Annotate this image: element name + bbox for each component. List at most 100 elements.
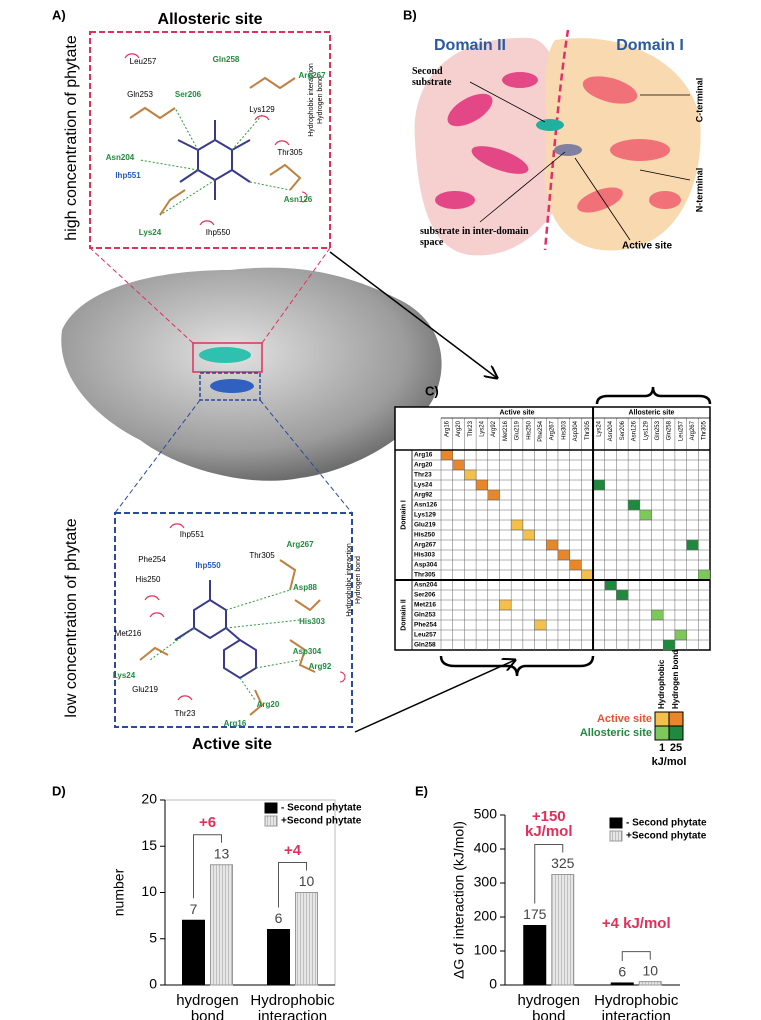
residue-label: Arg92 [309, 662, 332, 671]
bar [210, 864, 233, 986]
interaction-cell [651, 609, 664, 621]
legend-swatch [668, 711, 684, 727]
interaction-cell [604, 579, 617, 591]
interaction-cell [475, 479, 489, 491]
value-label: 10 [299, 873, 315, 889]
panel-label: C) [425, 383, 439, 398]
bracket [534, 844, 564, 904]
y-tick-label: 500 [474, 806, 498, 822]
legend-kind: Hydrophobic [657, 659, 666, 709]
legend-swatch [609, 830, 623, 842]
site-header: Active site [500, 409, 535, 416]
domain-divider [543, 29, 570, 251]
column-label: Arg267 [690, 420, 696, 440]
value-label: 6 [275, 910, 283, 926]
structure-label: N-terminal [694, 168, 704, 213]
residue-chains-upper [129, 76, 302, 216]
interaction-cell [616, 589, 629, 601]
brace [439, 655, 595, 677]
residue-label: Asp88 [293, 583, 318, 592]
legend-site: Allosteric site [580, 727, 652, 739]
value-label: 325 [551, 855, 575, 871]
annotation: +150 kJ/mol [524, 808, 573, 841]
brace [595, 386, 712, 405]
row-label: Thr23 [414, 472, 432, 479]
legend-hbond: Hydrogen bond [317, 76, 324, 124]
residue-label: Ihp550 [206, 228, 231, 237]
ligand-upper [177, 120, 251, 200]
interaction-cell [499, 599, 512, 611]
structure-label: C-terminal [694, 78, 704, 123]
column-label: Arg267 [550, 420, 556, 440]
row-label: Asp304 [414, 562, 438, 569]
legend-hydrophobic: Hydrophobic interaction [346, 543, 353, 617]
residue-label: His303 [299, 617, 325, 626]
column-label: Gln253 [655, 420, 661, 440]
residue-label: Met216 [115, 629, 142, 638]
legend-swatch [654, 711, 670, 727]
residue-label: His250 [136, 575, 161, 584]
annotation-box: +4 kJ/mol [602, 916, 671, 931]
residue-label: Gln258 [213, 55, 240, 64]
hbond-lines-lower [149, 589, 301, 701]
y-tick-label: 400 [474, 840, 498, 856]
row-label: Met216 [414, 602, 436, 609]
legend-hydrophobic: Hydrophobic interaction [308, 63, 315, 137]
residue-label: Arg267 [286, 540, 314, 549]
bracket [193, 834, 222, 899]
residue-label: Ser206 [175, 90, 202, 99]
arrow [354, 660, 515, 733]
residue-label: Lys129 [249, 105, 275, 114]
structure-label: Active site [622, 241, 672, 252]
column-label: Asn126 [632, 420, 638, 441]
residue-label: Arg267 [298, 71, 326, 80]
x-tick-label: hydrogen bond [517, 993, 581, 1020]
ribbons-domain-2 [435, 72, 538, 209]
x-tick-label: Hydrophobic interaction [594, 993, 679, 1020]
column-label: Lys24 [480, 420, 486, 436]
residue-label: Thr23 [175, 709, 196, 718]
interaction-cell [569, 559, 582, 571]
interaction-cell [686, 539, 699, 551]
column-label: Phe254 [538, 420, 544, 441]
y-tick-label: 200 [474, 908, 498, 924]
y-tick-label: 15 [141, 837, 157, 853]
row-label: Phe254 [414, 622, 437, 629]
x-tick-label: hydrogen bond [176, 993, 239, 1020]
interaction-cell [639, 509, 652, 521]
residue-label: Lys24 [113, 671, 136, 680]
allosteric-zoom [192, 342, 263, 373]
residue-label: Ihp550 [195, 561, 221, 570]
residue-label: Asp304 [293, 647, 322, 656]
column-label: Asn204 [608, 420, 614, 441]
ribbons-domain-1 [577, 76, 681, 213]
residue-label: Asn204 [106, 153, 135, 162]
structure-label-box: substrate in inter-domain space [420, 226, 529, 248]
row-label: Gln253 [414, 612, 436, 619]
domain-2-label: Domain II [434, 37, 506, 54]
domain-label: Domain II [400, 599, 407, 631]
column-label: Arg20 [456, 420, 462, 437]
column-label: Thr23 [468, 420, 474, 436]
panel-label: B) [403, 7, 417, 22]
interaction-cell [627, 499, 641, 511]
interaction-cell [464, 469, 477, 481]
y-tick-label: 5 [149, 929, 157, 945]
hydrophobic-arcs-upper [124, 53, 290, 226]
legend-label: +Second phytate [281, 816, 362, 827]
legend-scale: 25 [670, 742, 682, 754]
column-label: Leu257 [678, 420, 684, 441]
label-leaders [469, 81, 691, 241]
substrate-mol [554, 144, 582, 156]
bar [551, 874, 575, 986]
annotation-box: +6 [199, 815, 216, 830]
y-tick-label: 100 [474, 942, 498, 958]
hbond-lines-upper [139, 107, 291, 216]
panel-label: D) [52, 783, 66, 798]
panel-label: A) [52, 7, 66, 22]
row-label: Arg16 [414, 452, 433, 459]
row-label: Thr305 [414, 572, 436, 579]
y-tick-label: 0 [489, 976, 497, 992]
residue-label: Thr305 [277, 148, 303, 157]
